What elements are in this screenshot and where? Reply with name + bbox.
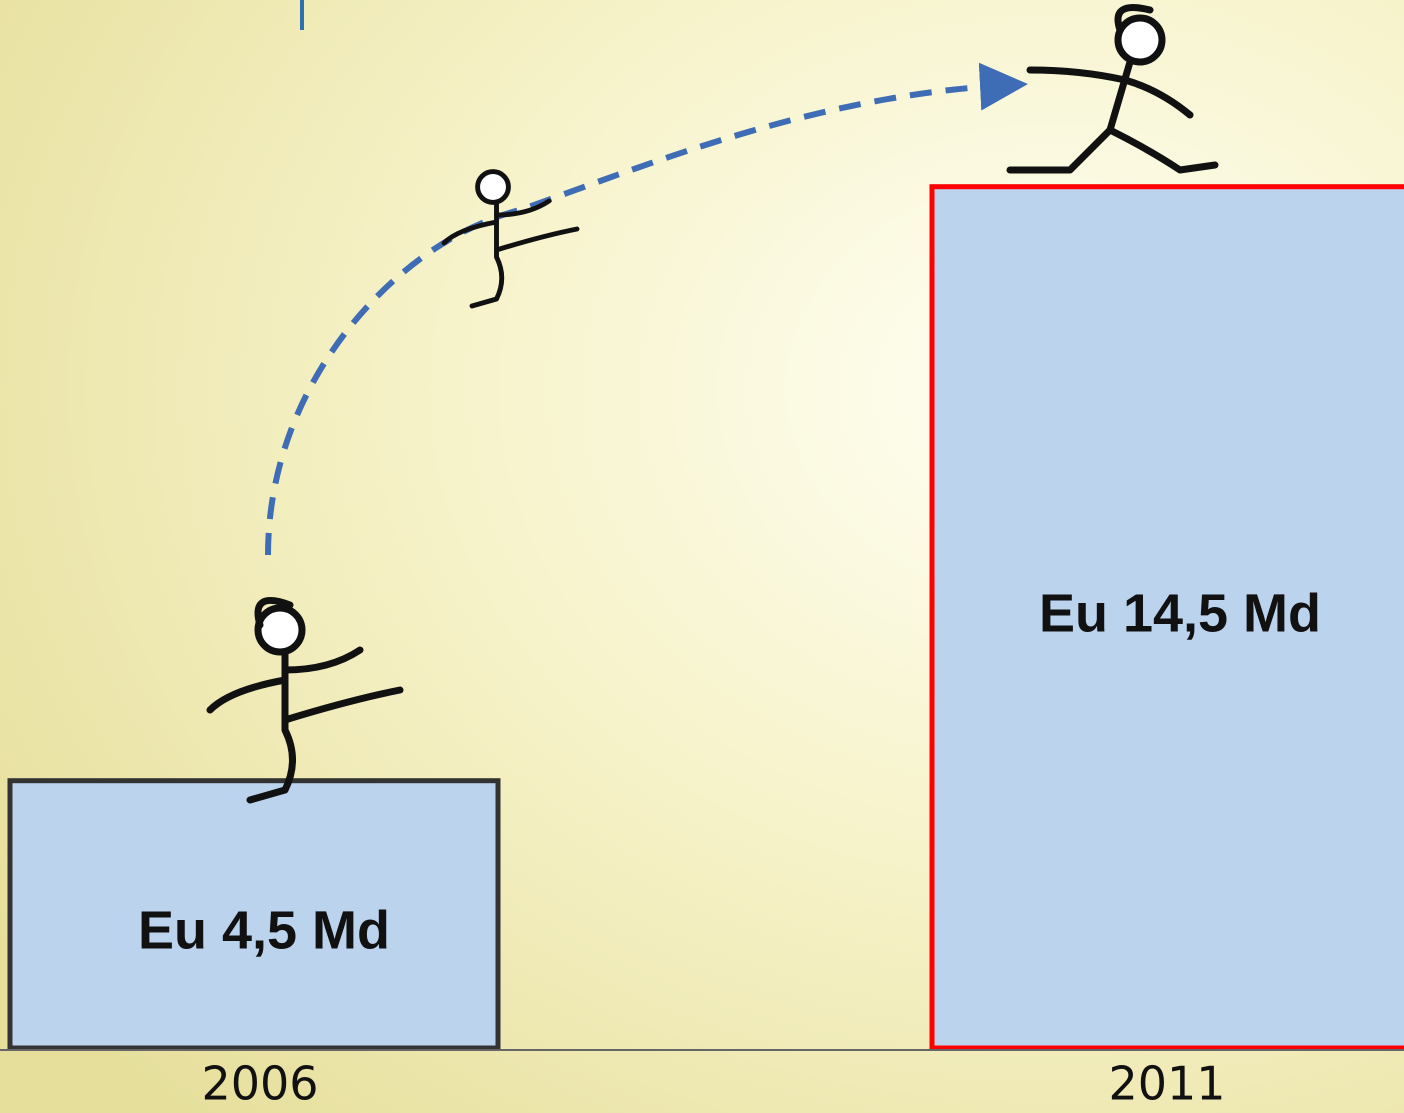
page: Eu 4,5 Md2006Eu 14,5 Md2011 (() => { con… [0,0,1404,1113]
x-tick-label: 2011 [1108,1057,1225,1111]
value-label: Eu 4,5 Md [138,901,390,961]
value-label: Eu 14,5 Md [1039,584,1321,644]
x-tick-label: 2006 [201,1057,318,1111]
chart: Eu 4,5 Md 2006 Eu 14,5 Md 2011 [0,0,1404,1113]
